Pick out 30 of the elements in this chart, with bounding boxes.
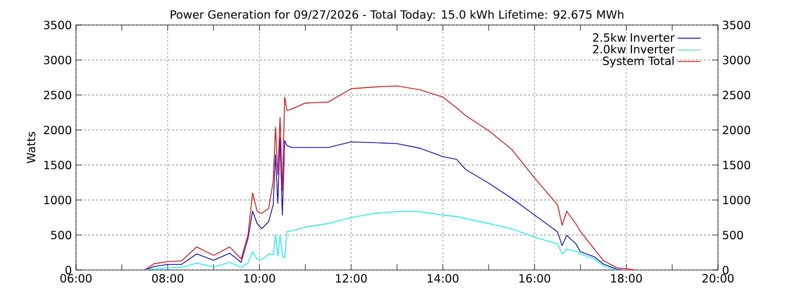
y2-tick-label: 2000: [722, 126, 750, 134]
y-tick-label: 2500: [44, 90, 72, 100]
legend-label: 2.0kw Inverter: [593, 44, 675, 54]
y-tick-label: 1000: [44, 196, 72, 204]
y-tick-label: 1500: [44, 160, 72, 170]
y2-tick-label: 3000: [722, 56, 750, 64]
chart-title: Power Generation for 09/27/2026 - Total Today: 15.0 kWh Lifetime: 92.675 MWh: [170, 10, 624, 21]
x-tick-label: 16:00: [520, 274, 550, 283]
y-tick-label: 2000: [44, 126, 72, 134]
y2-tick-label: 2500: [722, 90, 750, 100]
x-tick-label: 18:00: [611, 274, 642, 283]
x-tick-label: 14:00: [428, 274, 458, 283]
y-tick-label: 3000: [44, 56, 72, 64]
legend-label: System Total: [603, 56, 674, 68]
line-series: [144, 86, 636, 270]
y-tick-label: 0: [66, 266, 72, 274]
y2-tick-label: 3500: [722, 20, 750, 30]
x-tick-label: 12:00: [336, 274, 367, 283]
legend-label: 2.5kw Inverter: [593, 33, 675, 42]
y-tick-label: 500: [51, 230, 72, 240]
y-axis-title: Watts: [26, 132, 36, 164]
y2-tick-label: 500: [722, 230, 743, 240]
x-tick-label: 06:00: [60, 274, 92, 283]
x-tick-label: 20:00: [702, 274, 734, 283]
y2-tick-label: 0: [722, 266, 729, 274]
y2-tick-label: 1500: [723, 160, 750, 170]
x-tick-label: 08:00: [152, 274, 184, 283]
y2-tick-label: 1000: [723, 196, 750, 204]
x-tick-label: 10:00: [244, 274, 276, 283]
y-tick-label: 3500: [44, 20, 72, 30]
